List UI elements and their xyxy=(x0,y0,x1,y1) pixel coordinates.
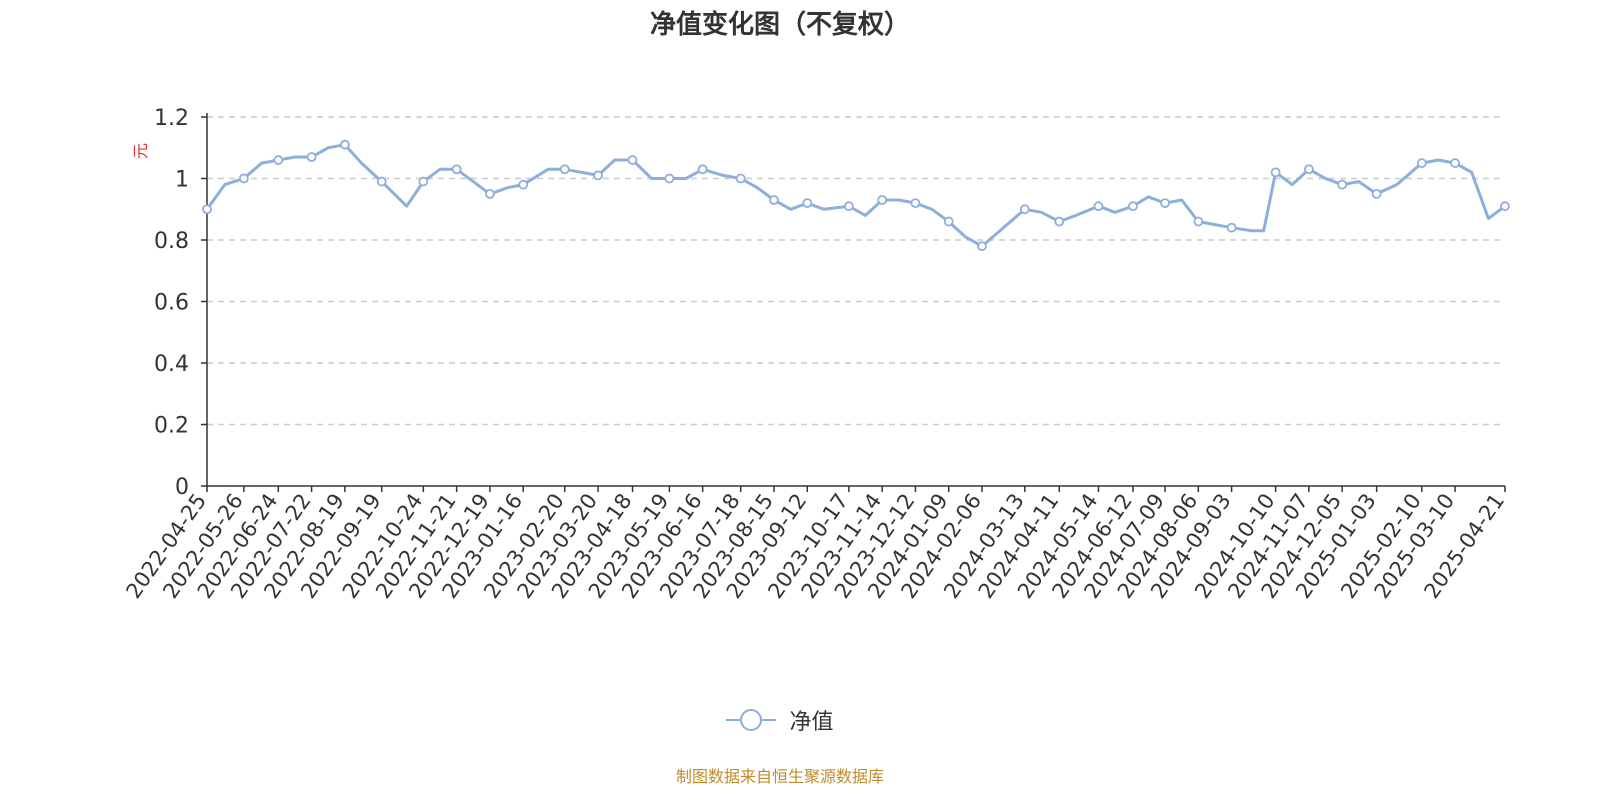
data-point-marker[interactable] xyxy=(843,201,854,212)
data-point-marker[interactable] xyxy=(1226,222,1237,233)
y-tick-label: 1 xyxy=(175,168,189,193)
line-chart: 00.20.40.60.811.22022-04-252022-05-26202… xyxy=(121,106,1510,603)
y-tick-label: 0.4 xyxy=(154,352,189,377)
data-point-marker[interactable] xyxy=(418,176,429,187)
data-point-marker[interactable] xyxy=(202,204,212,215)
data-point-marker[interactable] xyxy=(593,170,603,181)
data-point-marker[interactable] xyxy=(1054,216,1065,227)
data-point-marker[interactable] xyxy=(697,164,708,175)
y-tick-label: 0 xyxy=(175,475,189,500)
data-point-marker[interactable] xyxy=(1337,179,1348,190)
data-point-marker[interactable] xyxy=(977,241,987,252)
data-point-marker[interactable] xyxy=(1093,201,1104,212)
y-tick-label: 0.2 xyxy=(154,414,189,439)
data-point-marker[interactable] xyxy=(559,164,570,175)
data-point-marker[interactable] xyxy=(1303,164,1314,175)
data-point-marker[interactable] xyxy=(1416,158,1427,169)
data-point-marker[interactable] xyxy=(1500,201,1510,212)
data-point-marker[interactable] xyxy=(518,179,529,190)
data-point-marker[interactable] xyxy=(1371,188,1382,199)
y-tick-label: 0.6 xyxy=(154,291,189,316)
series-line-nav xyxy=(205,143,1507,248)
data-point-marker[interactable] xyxy=(802,198,813,209)
data-point-marker[interactable] xyxy=(735,173,746,184)
data-point-marker[interactable] xyxy=(910,198,921,209)
y-tick-label: 1.2 xyxy=(154,106,189,131)
data-point-marker[interactable] xyxy=(769,195,779,205)
data-point-marker[interactable] xyxy=(273,155,284,165)
data-point-marker[interactable] xyxy=(627,155,638,165)
data-point-marker[interactable] xyxy=(1019,204,1030,215)
data-point-marker[interactable] xyxy=(1128,201,1138,212)
data-point-marker[interactable] xyxy=(877,195,888,205)
axes: 00.20.40.60.811.22022-04-252022-05-26202… xyxy=(121,106,1509,603)
data-point-marker[interactable] xyxy=(339,139,350,150)
legend[interactable]: 净值 xyxy=(0,704,1560,736)
data-point-marker[interactable] xyxy=(1450,158,1460,169)
data-point-marker[interactable] xyxy=(1160,198,1170,209)
data-point-marker[interactable] xyxy=(1270,167,1281,178)
data-point-marker[interactable] xyxy=(238,173,249,184)
series-line-nav-path xyxy=(205,143,1507,248)
data-point-marker[interactable] xyxy=(484,188,495,199)
data-point-marker[interactable] xyxy=(376,176,387,187)
source-note: 制图数据来自恒生聚源数据库 xyxy=(675,767,884,786)
legend-line-marker-icon xyxy=(726,709,777,731)
data-point-marker[interactable] xyxy=(943,216,954,227)
y-axis-label: 元 xyxy=(131,143,150,159)
grid-lines xyxy=(207,116,1505,426)
chart-title: 净值变化图（不复权） xyxy=(649,10,910,40)
series-markers xyxy=(202,139,1510,252)
data-point-marker[interactable] xyxy=(1193,216,1204,227)
data-point-marker[interactable] xyxy=(664,173,675,184)
y-tick-label: 0.8 xyxy=(154,229,189,254)
legend-label-nav: 净值 xyxy=(789,710,834,735)
data-point-marker[interactable] xyxy=(306,152,317,162)
data-point-marker[interactable] xyxy=(451,164,462,175)
